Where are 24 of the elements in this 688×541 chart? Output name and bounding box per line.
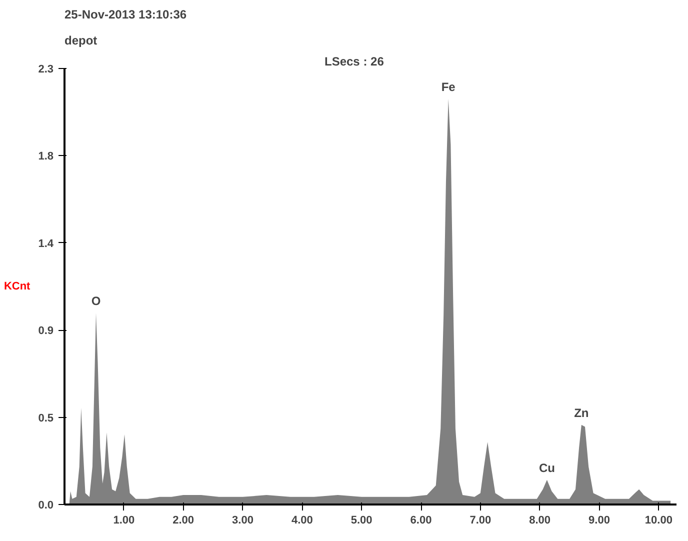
y-axis-title: KCnt — [4, 280, 31, 292]
x-tick-label: 10.00 — [644, 514, 672, 526]
x-tick-label: 9.00 — [588, 514, 610, 526]
x-tick-label: 8.00 — [529, 514, 551, 526]
annotation: LSecs : 26 — [324, 54, 384, 68]
x-tick-label: 6.00 — [410, 514, 432, 526]
annotation: O — [91, 294, 101, 308]
y-tick-label: 1.8 — [38, 150, 54, 163]
x-tick-label: 2.00 — [172, 514, 194, 526]
y-tick-label: 2.3 — [38, 64, 54, 76]
x-tick-label: 7.00 — [470, 514, 492, 526]
x-tick-label: 1.00 — [113, 514, 135, 526]
y-tick-label: 1.4 — [38, 238, 54, 250]
chart-title: 25-Nov-2013 13:10:36 — [64, 8, 187, 22]
y-tick-label: 0.0 — [38, 500, 54, 512]
y-tick-label: 0.5 — [38, 412, 54, 424]
x-tick-label: 5.00 — [350, 514, 372, 526]
annotation: Zn — [574, 406, 589, 420]
annotation: Cu — [538, 460, 555, 475]
y-tick-label: 0.9 — [38, 325, 54, 338]
chart-subtitle: depot — [64, 34, 98, 48]
annotation: Fe — [441, 80, 456, 94]
x-tick-label: 3.00 — [232, 514, 254, 526]
x-tick-label: 4.00 — [291, 514, 313, 526]
